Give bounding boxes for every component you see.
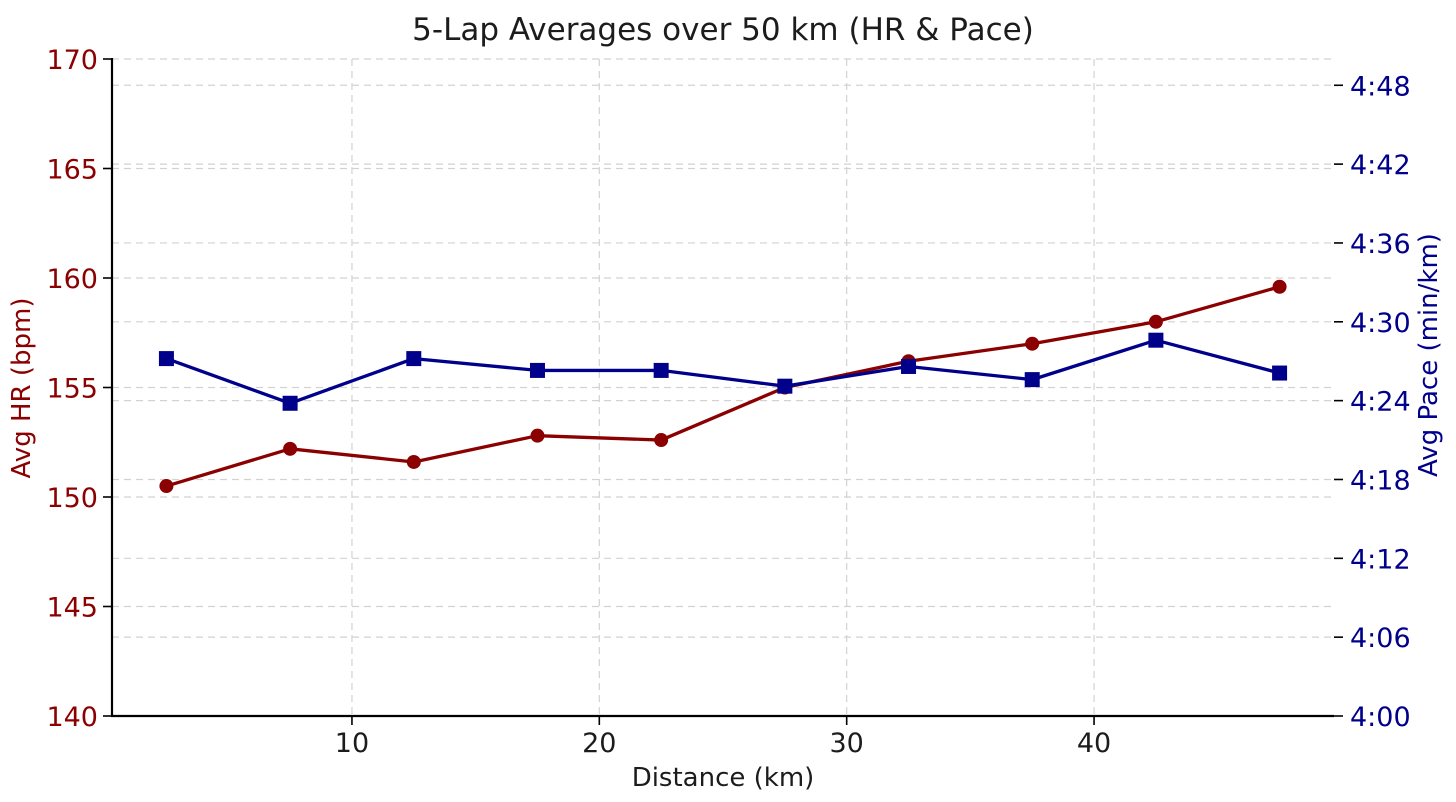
right-tick-label: 4:36 [1350,229,1411,260]
pace-data-point [1148,332,1164,348]
x-tick-label: 30 [830,728,864,759]
right-tick-label: 4:12 [1350,544,1411,575]
hr-data-point [530,428,545,443]
data-series [158,279,1288,494]
pace-data-point [777,378,793,394]
pace-data-point [282,395,298,411]
left-tick-label: 140 [46,702,98,733]
right-tick-label: 4:00 [1350,702,1411,733]
chart-title: 5-Lap Averages over 50 km (HR & Pace) [412,12,1034,48]
x-tick-label: 40 [1077,728,1111,759]
pace-data-point [406,351,422,367]
left-tick-label: 160 [46,264,98,295]
pace-data-point [1272,365,1288,381]
x-axis-label: Distance (km) [632,763,815,793]
right-tick-label: 4:30 [1350,308,1411,339]
right-tick-label: 4:18 [1350,465,1411,496]
pace-data-point [901,358,917,374]
pace-data-point [653,362,669,378]
pace-data-point [158,351,174,367]
x-tick-label: 20 [582,728,616,759]
axes: 140 145 150 155 160 165 170 4:00 4:06 4:12 4:18 4:2… [46,45,1410,759]
hr-data-point [1025,336,1040,351]
hr-data-point [283,441,298,456]
right-tick-label: 4:42 [1350,150,1411,181]
hr-data-point [1148,314,1163,329]
left-tick-label: 155 [46,374,98,405]
left-tick-label: 150 [46,483,98,514]
hr-data-point [406,454,421,469]
pace-series-line [165,338,1281,405]
right-y-axis-label: Avg Pace (min/km) [1414,233,1444,477]
pace-data-point [529,362,545,378]
left-tick-label: 170 [46,45,98,76]
right-tick-label: 4:48 [1350,71,1411,102]
hr-data-point [159,479,174,494]
gridlines [112,58,1334,716]
x-tick-label: 10 [335,728,369,759]
hr-data-point [1272,279,1287,294]
left-tick-label: 165 [46,155,98,186]
right-tick-label: 4:24 [1350,387,1411,418]
left-tick-label: 145 [46,593,98,624]
hr-series-line [165,285,1281,488]
hr-data-point [654,433,669,448]
pace-data-point [1024,372,1040,388]
left-y-axis-label: Avg HR (bpm) [7,298,37,479]
right-tick-label: 4:06 [1350,623,1411,654]
